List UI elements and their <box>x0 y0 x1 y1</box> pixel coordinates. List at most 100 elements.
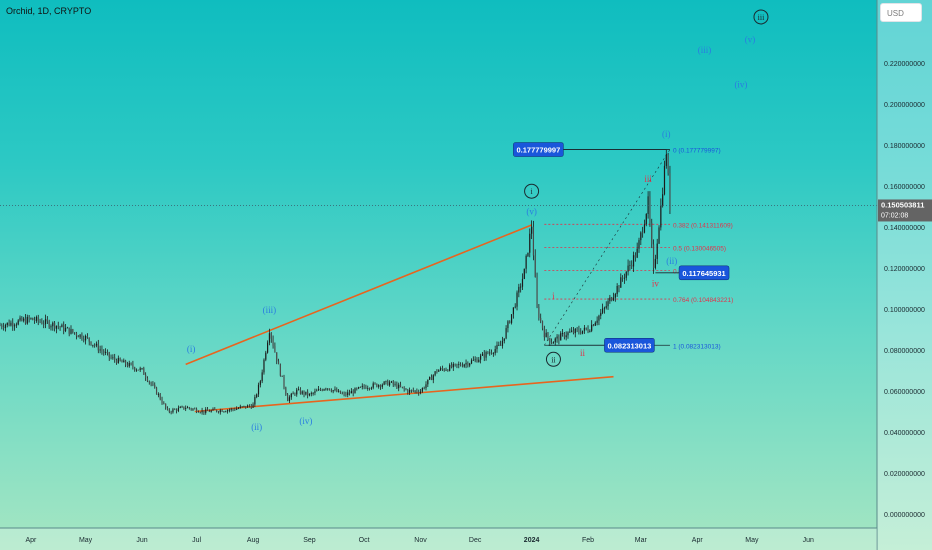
candle-body <box>276 352 278 362</box>
candle-body <box>254 397 256 405</box>
candle-body <box>336 389 338 392</box>
candle-body <box>152 384 154 386</box>
candle-body <box>622 277 624 279</box>
wave-circle <box>545 351 561 367</box>
candle-body <box>388 382 391 386</box>
candle-body <box>583 327 585 331</box>
candle-body <box>203 410 205 413</box>
candle-body <box>352 391 354 394</box>
candle-body <box>361 385 363 387</box>
x-tick-label: Jun <box>136 537 147 544</box>
candle-body <box>199 412 201 414</box>
candle-body <box>150 382 152 385</box>
candle-body <box>74 332 76 334</box>
candle-body <box>459 364 462 366</box>
candle-body <box>636 248 638 258</box>
candle-body <box>450 364 453 368</box>
candle-body <box>46 319 48 322</box>
candle-body <box>358 387 360 389</box>
candle-body <box>24 318 27 324</box>
candle-body <box>436 371 438 373</box>
candle-body <box>658 227 660 244</box>
candle-body <box>112 357 114 359</box>
candle-body <box>472 359 474 361</box>
candle-body <box>6 322 8 325</box>
candle-body <box>478 359 480 363</box>
candle-body <box>125 360 127 365</box>
candle-body <box>663 165 666 195</box>
y-tick-label: 0.140000000 <box>884 225 925 232</box>
candle-body <box>403 387 405 389</box>
candle-body <box>81 334 83 339</box>
candle-body <box>263 359 265 373</box>
candle-body <box>465 362 467 365</box>
candle-body <box>518 286 520 293</box>
currency-selector[interactable]: USD <box>880 3 922 22</box>
candle-body <box>543 328 545 338</box>
fib-level-label: 0.5 (0.130046505) <box>673 245 726 252</box>
candle-body <box>338 390 340 392</box>
candle-body <box>510 314 513 323</box>
candle-body <box>226 410 229 412</box>
candle-body <box>581 330 584 334</box>
candle-body <box>527 252 529 256</box>
candle-body <box>469 363 471 366</box>
candle-body <box>243 405 245 407</box>
candle-body <box>232 408 234 410</box>
candle-body <box>541 320 544 329</box>
candle-body <box>456 363 458 365</box>
candle-body <box>405 388 407 390</box>
candle-body <box>660 205 662 228</box>
candle-body <box>605 306 607 308</box>
candle-body <box>569 331 571 333</box>
candle-body <box>296 389 298 395</box>
candle-body <box>585 327 587 330</box>
candle-body <box>186 407 189 409</box>
candle-body <box>214 408 216 410</box>
candle-body <box>556 336 558 339</box>
candle-body <box>141 368 143 370</box>
candle-body <box>274 346 276 353</box>
candle-body <box>494 349 496 354</box>
candle-body <box>370 387 372 389</box>
candle-body <box>667 154 669 174</box>
candle-body <box>390 381 393 383</box>
candle-body <box>474 359 476 361</box>
candle-body <box>421 388 423 392</box>
candle-body <box>545 332 547 338</box>
candle-body <box>316 390 318 392</box>
candle-body <box>261 372 263 382</box>
candle-body <box>589 330 591 332</box>
candle-body <box>592 324 595 326</box>
candle-body <box>312 392 314 394</box>
x-tick-label: May <box>745 537 759 544</box>
y-tick-label: 0.040000000 <box>884 430 925 437</box>
candle-body <box>155 387 158 395</box>
candle-body <box>205 409 207 413</box>
candle-body <box>19 317 21 321</box>
candle-body <box>52 322 54 327</box>
candle-body <box>516 292 518 307</box>
candle-body <box>481 353 484 356</box>
wave-label: iii <box>758 13 765 22</box>
candle-body <box>281 375 283 377</box>
candle-body <box>665 154 667 166</box>
candle-body <box>257 384 260 395</box>
candle-body <box>325 388 327 390</box>
candle-body <box>498 344 500 346</box>
wave-label: i <box>530 187 533 196</box>
candle-body <box>248 405 251 407</box>
candle-body <box>163 403 165 404</box>
candle-body <box>425 384 427 389</box>
candle-body <box>596 320 598 323</box>
candle-body <box>429 377 431 380</box>
candle-body <box>303 391 305 395</box>
candle-body <box>598 315 600 321</box>
y-tick-label: 0.160000000 <box>884 184 925 191</box>
candle-body <box>228 409 230 411</box>
candle-body <box>174 409 176 411</box>
candle-body <box>59 326 61 328</box>
wave-circle <box>524 183 540 199</box>
